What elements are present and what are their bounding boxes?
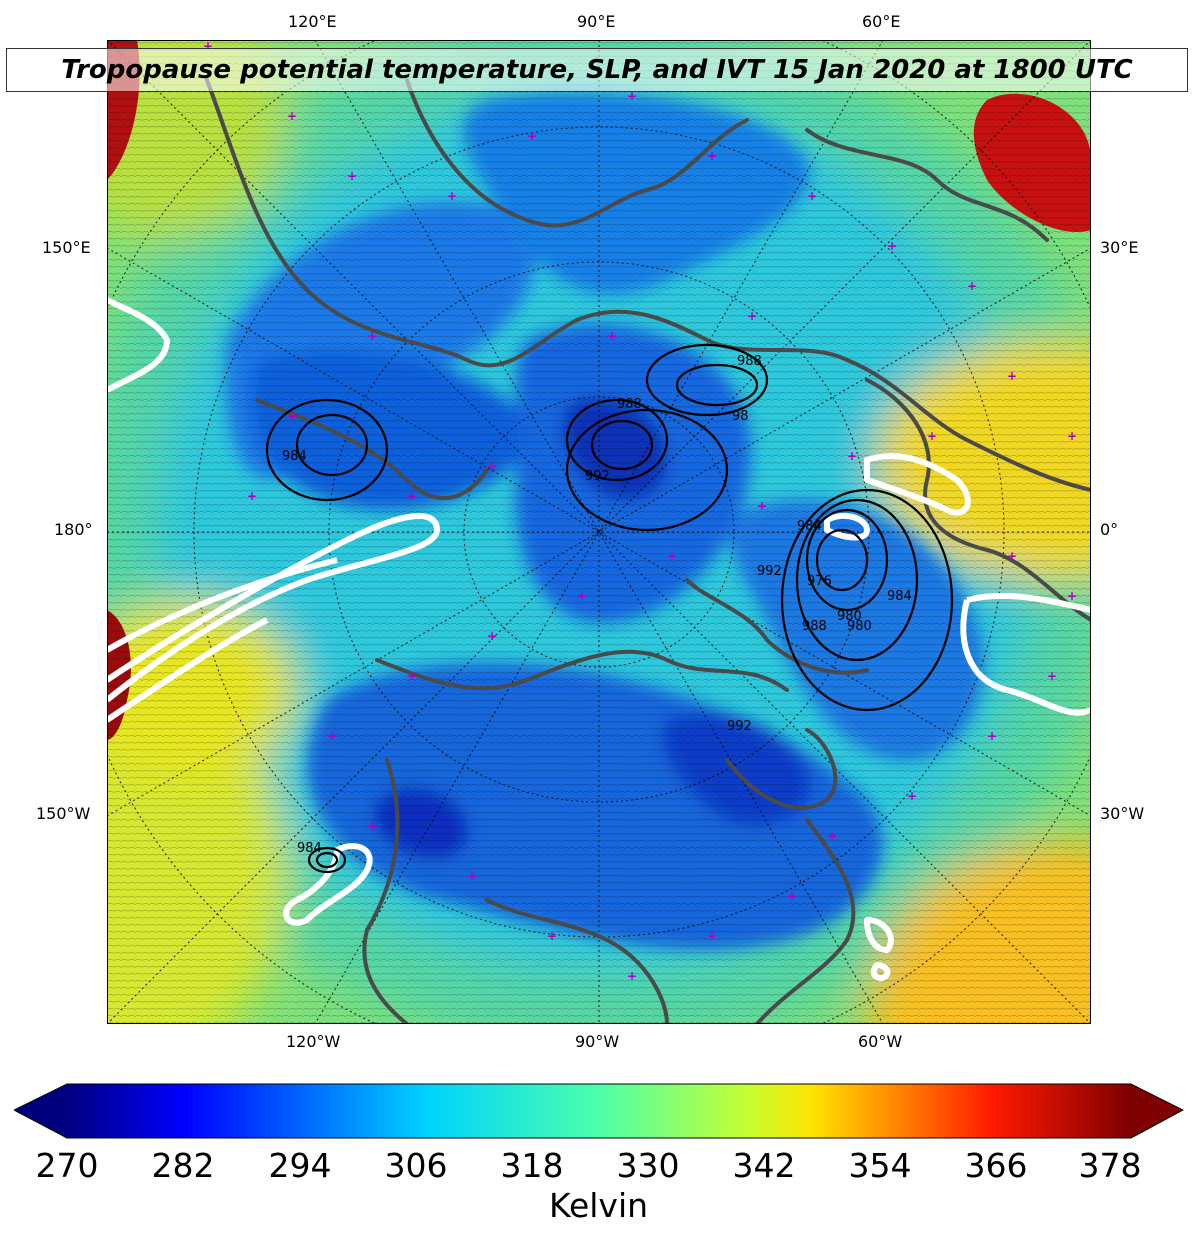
ivt-contours — [107, 297, 1091, 981]
svg-text:+: + — [247, 489, 257, 503]
svg-text:+: + — [1047, 669, 1057, 683]
svg-text:+: + — [987, 729, 997, 743]
svg-text:+: + — [487, 629, 497, 643]
colorbar-tick: 330 — [616, 1146, 680, 1185]
svg-text:+: + — [1067, 429, 1077, 443]
svg-text:+: + — [927, 429, 937, 443]
svg-text:+: + — [807, 189, 817, 203]
svg-text:+: + — [887, 239, 897, 253]
slp-label: 992 — [757, 564, 782, 579]
svg-text:+: + — [327, 729, 337, 743]
slp-label: 984 — [297, 841, 322, 856]
lon-label-60w: 60°W — [858, 1032, 903, 1051]
slp-label: 988 — [617, 397, 642, 412]
lon-label-120e: 120°E — [288, 12, 337, 31]
colorbar-tick: 282 — [151, 1146, 215, 1185]
colorbar-tick: 270 — [35, 1146, 99, 1185]
svg-text:+: + — [467, 869, 477, 883]
colorbar-tick: 294 — [268, 1146, 332, 1185]
colorbar-tick: 366 — [964, 1146, 1028, 1185]
colorbar-tick: 342 — [732, 1146, 796, 1185]
colorbar-tick: 306 — [384, 1146, 448, 1185]
svg-text:+: + — [1067, 589, 1077, 603]
colorbar-label: Kelvin — [548, 1186, 649, 1225]
lon-label-90e: 90°E — [577, 12, 616, 31]
coastlines — [205, 78, 1091, 1024]
side-label-180: 180° — [54, 520, 93, 539]
svg-text:+: + — [347, 169, 357, 183]
slp-label: 992 — [585, 469, 610, 484]
slp-label: 988 — [802, 619, 827, 634]
slp-label: 980 — [837, 609, 862, 624]
map-title: Tropopause potential temperature, SLP, a… — [6, 48, 1188, 92]
station-markers: +++ +++ +++ +++ +++ +++ +++ +++ +++ +++ … — [203, 40, 1077, 983]
svg-text:+: + — [287, 409, 297, 423]
svg-text:+: + — [907, 789, 917, 803]
svg-text:+: + — [627, 89, 637, 103]
colorbar-outline — [14, 1083, 1184, 1139]
slp-label: 984 — [887, 589, 912, 604]
svg-text:+: + — [827, 829, 837, 843]
svg-text:+: + — [607, 329, 617, 343]
colorbar-tick: 318 — [500, 1146, 564, 1185]
slp-labels: 988 98 988 984 992 984 980 976 980 984 9… — [282, 354, 912, 856]
svg-text:+: + — [547, 929, 557, 943]
svg-text:+: + — [1007, 369, 1017, 383]
slp-contours — [265, 343, 954, 874]
svg-text:+: + — [1007, 549, 1017, 563]
side-label-30w: 30°W — [1100, 804, 1145, 823]
svg-text:+: + — [707, 149, 717, 163]
svg-text:+: + — [577, 589, 587, 603]
slp-label: 980 — [847, 619, 872, 634]
slp-label: 98 — [732, 409, 749, 424]
svg-text:+: + — [447, 189, 457, 203]
slp-label: 992 — [727, 719, 752, 734]
side-label-0: 0° — [1100, 520, 1119, 539]
colorbar-gradient — [67, 1084, 1131, 1138]
svg-text:+: + — [367, 329, 377, 343]
colorbar-tick: 378 — [1078, 1146, 1142, 1185]
slp-label: 988 — [737, 354, 762, 369]
svg-text:+: + — [407, 669, 417, 683]
map-frame — [107, 40, 1091, 1024]
polar-stereographic-map: +++ +++ +++ +++ +++ +++ +++ +++ +++ +++ … — [107, 40, 1091, 1024]
colorbar-extend-high — [1131, 1084, 1183, 1138]
lon-label-90w: 90°W — [575, 1032, 620, 1051]
slp-label: 984 — [797, 519, 822, 534]
slp-label: 976 — [807, 574, 832, 589]
svg-text:+: + — [527, 129, 537, 143]
svg-text:+: + — [287, 109, 297, 123]
svg-text:+: + — [757, 499, 767, 513]
svg-text:+: + — [487, 459, 497, 473]
svg-text:+: + — [407, 489, 417, 503]
svg-text:+: + — [367, 819, 377, 833]
svg-text:+: + — [627, 969, 637, 983]
side-label-150e: 150°E — [42, 238, 91, 257]
svg-text:+: + — [787, 889, 797, 903]
slp-label: 984 — [282, 449, 307, 464]
svg-text:+: + — [707, 929, 717, 943]
svg-text:+: + — [747, 309, 757, 323]
side-label-150w: 150°W — [36, 804, 91, 823]
svg-text:+: + — [667, 549, 677, 563]
lon-label-120w: 120°W — [286, 1032, 341, 1051]
svg-text:+: + — [967, 279, 977, 293]
colorbar — [14, 1083, 1184, 1139]
svg-text:+: + — [203, 40, 213, 53]
side-label-30e: 30°E — [1100, 238, 1139, 257]
lon-label-60e: 60°E — [862, 12, 901, 31]
colorbar-tick: 354 — [848, 1146, 912, 1185]
colorbar-extend-low — [14, 1084, 67, 1138]
svg-text:+: + — [847, 449, 857, 463]
